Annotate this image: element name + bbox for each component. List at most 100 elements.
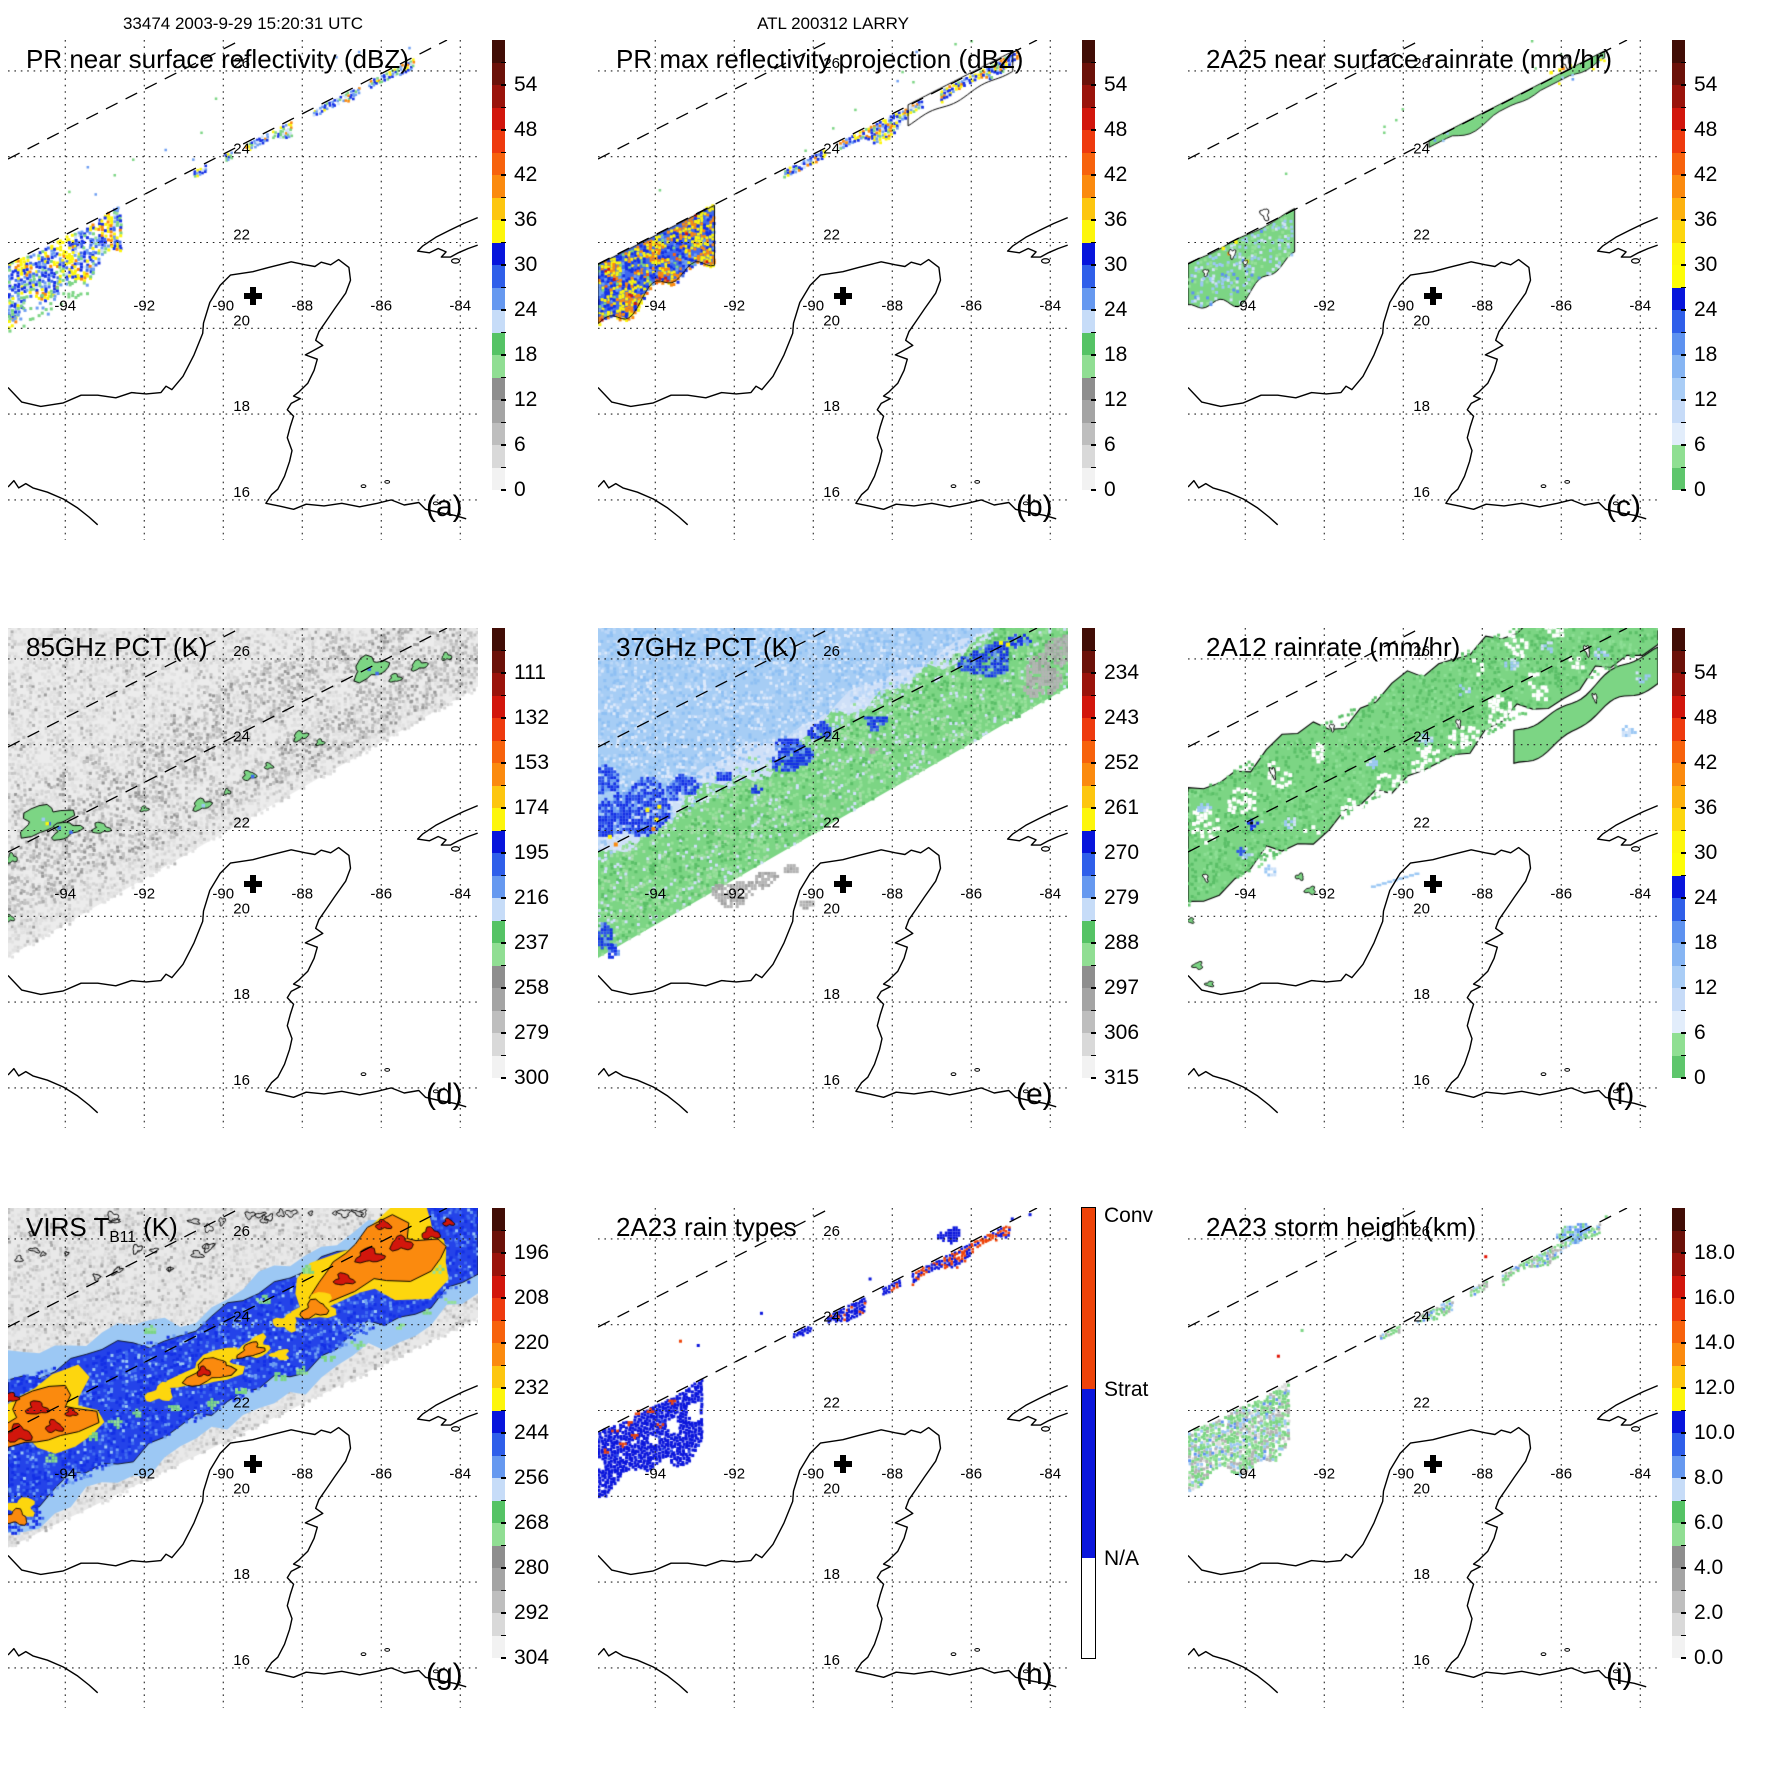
- panel-a: PR near surface reflectivity (dBZ) 26 24 2…: [0, 0, 591, 590]
- colorbar-tick-label: 6: [1694, 433, 1706, 456]
- lat-label: 20: [1413, 1480, 1430, 1497]
- colorbar-tick: [1681, 1499, 1686, 1502]
- panel-title: VIRS TB11 (K): [26, 1212, 178, 1247]
- colorbar-tick-label: 279: [514, 1021, 550, 1044]
- panel-title: PR near surface reflectivity (dBZ): [26, 44, 409, 74]
- storm-center-cross: [840, 287, 846, 305]
- colorbar-tick: [1091, 196, 1096, 199]
- colorbar-segment: [1672, 650, 1685, 673]
- coastline: [1188, 258, 1647, 520]
- coastline: [8, 258, 467, 520]
- lon-label: -90: [802, 298, 824, 315]
- header-storm-name: ATL 200312 LARRY: [757, 14, 909, 33]
- colorbar-segment: [492, 1033, 505, 1056]
- colorbar-tick: [1091, 762, 1096, 764]
- storm-center-cross: [250, 875, 256, 893]
- swath-edge-line: [598, 40, 1038, 265]
- colorbar-tick-label: 268: [514, 1511, 550, 1534]
- colorbar-tick: [501, 331, 506, 334]
- colorbar: 18.0 16.0 14.0 12.0 10.0 8.0 6.0 4.0 2.0 0.0: [1672, 1208, 1767, 1673]
- colorbar-tick: [1681, 489, 1686, 491]
- island-outline: [974, 1067, 981, 1072]
- island-outline: [1540, 484, 1547, 489]
- colorbar-tick: [501, 1612, 506, 1614]
- colorbar-segment: [492, 1388, 505, 1411]
- colorbar-tick: [501, 84, 506, 86]
- colorbar-tick: [1091, 399, 1096, 401]
- colorbar-tick: [1091, 151, 1096, 154]
- island-outline: [1540, 1072, 1547, 1077]
- colorbar-tick: [501, 1297, 506, 1299]
- lon-label: -88: [1471, 886, 1493, 903]
- colorbar-segment: [492, 830, 505, 853]
- lon-label: -92: [1313, 1466, 1335, 1483]
- colorbar-tick: [501, 264, 506, 266]
- lat-label: 20: [823, 900, 840, 917]
- lon-label: -88: [291, 1466, 313, 1483]
- island-outline: [432, 501, 439, 506]
- panel-letter: (a): [426, 490, 463, 523]
- colorbar-segment: [1082, 467, 1095, 490]
- raintype-label: Conv: [1104, 1204, 1154, 1227]
- colorbar-segment: [492, 85, 505, 108]
- colorbar-tick: [501, 489, 506, 491]
- colorbar-tick: [1091, 129, 1096, 131]
- lat-label: 22: [823, 226, 840, 243]
- lat-label: 24: [1413, 1309, 1430, 1326]
- lon-label: -94: [1234, 298, 1256, 315]
- colorbar-tick-label: 297: [1104, 976, 1140, 999]
- map-area: 26 24 22 20 18 16 -94 -92 -90 -88 -86 -84 (e): [598, 628, 1068, 1128]
- colorbar-segment: [492, 422, 505, 445]
- lat-label: 16: [823, 1072, 840, 1089]
- colorbar-tick-label: 24: [1694, 886, 1718, 909]
- colorbar-segment: [1082, 107, 1095, 130]
- lon-label: -88: [1471, 298, 1493, 315]
- colorbar-tick: [1681, 151, 1686, 154]
- colorbar-tick: [1091, 1077, 1096, 1079]
- colorbar-tick: [501, 1252, 506, 1254]
- colorbar-tick: [501, 717, 506, 719]
- colorbar-tick: [1681, 784, 1686, 787]
- island-outline: [1040, 846, 1051, 852]
- lon-label: -92: [1313, 298, 1335, 315]
- colorbar-tick-label: 258: [514, 976, 550, 999]
- lon-label: -92: [1313, 886, 1335, 903]
- lon-label: -90: [802, 886, 824, 903]
- colorbar-tick: [501, 1229, 506, 1232]
- map-area: 26 24 22 20 18 16 -94 -92 -90 -88 -86 -84 (c): [1188, 40, 1658, 540]
- colorbar-segment: [1082, 1208, 1095, 1389]
- colorbar-segment: [1672, 1343, 1685, 1366]
- panel-title: 2A25 near surface rainrate (mm/hr): [1206, 44, 1613, 74]
- colorbar-tick: [1681, 852, 1686, 854]
- colorbar-tick: [1091, 309, 1096, 311]
- island-outline: [450, 258, 461, 264]
- colorbar-segment: [1082, 830, 1095, 853]
- lon-label: -90: [802, 1466, 824, 1483]
- colorbar-segment: [1672, 673, 1685, 696]
- colorbar-scale: [1082, 40, 1095, 490]
- colorbar-segment: [1082, 265, 1095, 288]
- lon-label: -92: [723, 1466, 745, 1483]
- colorbar-tick: [1681, 1297, 1686, 1299]
- lat-label: 16: [1413, 1072, 1430, 1089]
- colorbar-tick: [1681, 1077, 1686, 1079]
- colorbar-tick: [1681, 354, 1686, 356]
- colorbar-tick: [1091, 219, 1096, 221]
- colorbar-segment: [492, 763, 505, 786]
- lat-label: 20: [233, 312, 250, 329]
- colorbar-tick-label: 12: [1694, 388, 1718, 411]
- lon-label: -88: [881, 886, 903, 903]
- swath-edge-line: [1188, 628, 1628, 853]
- colorbar-tick: [1681, 286, 1686, 289]
- lat-label: 24: [823, 1309, 840, 1326]
- coastline: [1188, 846, 1647, 1108]
- satellite-data-layer: [1188, 40, 1658, 540]
- colorbar-segment: [1672, 1613, 1685, 1636]
- colorbar-tick: [1681, 84, 1686, 86]
- colorbar-tick: [1681, 1454, 1686, 1457]
- coastline: [1596, 804, 1658, 846]
- colorbar-segment: [492, 130, 505, 153]
- colorbar-tick: [1681, 897, 1686, 899]
- colorbar-segment: [1672, 152, 1685, 175]
- island-outline: [1630, 846, 1641, 852]
